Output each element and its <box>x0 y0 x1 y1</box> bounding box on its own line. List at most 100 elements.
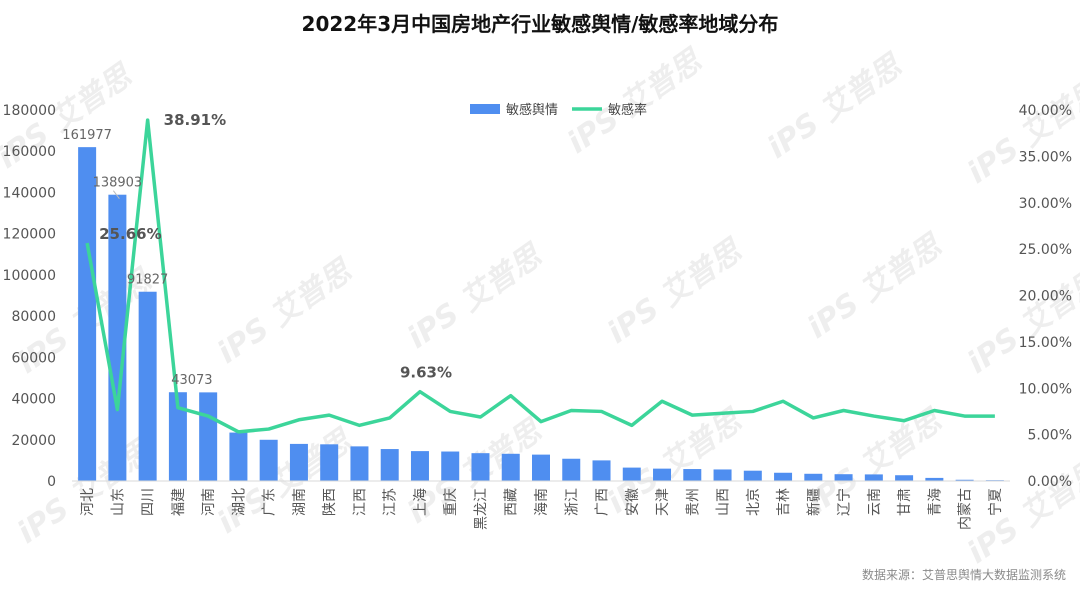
legend-bar-swatch <box>470 104 500 114</box>
bar-浙江 <box>562 458 581 481</box>
bar-云南 <box>864 474 883 481</box>
category-label: 青海 <box>927 488 943 516</box>
category-axis: 河北 山东 四川 福建 河南 湖北 广东 湖南 陕西 江西 江苏 上海 重庆 黑龙江 西藏 海南 浙江 广西 安徽天… <box>80 488 1004 530</box>
sensitivity-rate-line <box>85 118 995 434</box>
line-data-label: 9.63% <box>400 364 452 382</box>
source-note: 数据来源：艾普思舆情大数据监测系统 <box>861 568 1066 582</box>
right-axis: 0.00% 5.00% 10.00% 15.00% 20.00% 25.00% 30.00%… <box>1019 103 1072 490</box>
right-tick-label: 25.00% <box>1019 242 1072 258</box>
chart-title: 2022年3月中国房地产行业敏感舆情/敏感率地域分布 <box>301 12 779 36</box>
category-label: 西藏 <box>504 488 520 516</box>
left-tick-label: 0 <box>47 474 56 490</box>
category-label: 山东 <box>110 488 126 516</box>
legend-line-label: 敏感率 <box>608 102 647 118</box>
left-axis: 0 20000 40000 60000 80000 100000 120000 140000 1… <box>3 103 1010 490</box>
bar-湖北 <box>229 432 248 481</box>
line-series <box>85 118 995 434</box>
category-label: 内蒙古 <box>958 488 974 530</box>
right-tick-label: 30.00% <box>1019 196 1072 212</box>
left-tick-label: 100000 <box>3 268 56 284</box>
bar-贵州 <box>683 469 702 481</box>
category-label: 湖北 <box>231 488 247 516</box>
bar-青海 <box>925 477 944 481</box>
left-tick-label: 40000 <box>11 392 56 408</box>
category-label: 广东 <box>262 488 278 516</box>
bar-河南 <box>199 392 218 481</box>
bar-重庆 <box>441 451 460 481</box>
category-label: 安徽 <box>625 488 641 516</box>
watermark-7: iPS 艾普思 <box>601 232 750 351</box>
category-label: 上海 <box>413 488 429 516</box>
category-label: 重庆 <box>443 488 459 516</box>
label-leader-line <box>112 190 120 200</box>
category-label: 湖南 <box>292 488 308 516</box>
category-label: 宁夏 <box>987 488 1004 516</box>
category-label: 新疆 <box>806 488 822 516</box>
right-tick-label: 10.00% <box>1019 381 1072 397</box>
right-tick-label: 0.00% <box>1028 474 1072 490</box>
bar-天津 <box>653 468 672 481</box>
legend-bar-label: 敏感舆情 <box>506 102 558 118</box>
right-tick-label: 5.00% <box>1028 428 1072 444</box>
bar-江苏 <box>380 449 399 481</box>
bar-甘肃 <box>895 475 914 481</box>
bar-data-label: 138903 <box>93 176 143 191</box>
right-tick-label: 40.00% <box>1019 103 1072 119</box>
watermark-2: iPS 艾普思 <box>761 47 910 166</box>
bar-湖南 <box>289 443 308 481</box>
category-label: 河南 <box>201 488 217 516</box>
bar-四川 <box>138 291 157 481</box>
bar-福建 <box>168 392 187 481</box>
left-tick-label: 80000 <box>11 309 56 325</box>
category-label: 江西 <box>352 488 368 516</box>
bar-广西 <box>592 460 611 481</box>
category-label: 山西 <box>716 488 732 516</box>
legend: 敏感舆情 敏感率 <box>470 102 647 118</box>
left-tick-label: 140000 <box>3 185 56 201</box>
left-tick-label: 20000 <box>11 433 56 449</box>
right-tick-label: 35.00% <box>1019 149 1072 165</box>
watermark-1: iPS 艾普思 <box>561 42 710 161</box>
bar-上海 <box>410 451 429 481</box>
bar-河北 <box>78 147 97 481</box>
left-tick-label: 60000 <box>11 350 56 366</box>
bar-黑龙江 <box>471 453 490 481</box>
bar-陕西 <box>320 444 339 481</box>
bar-山西 <box>713 469 732 481</box>
category-label: 天津 <box>655 488 671 516</box>
data-labels: 161977 138903 91827 43073 38.91% 25.66% 9.63% <box>62 111 452 388</box>
bar-北京 <box>743 470 762 481</box>
bar-广东 <box>259 439 278 481</box>
category-label: 贵州 <box>685 488 701 516</box>
left-tick-label: 180000 <box>3 103 56 119</box>
bar-西藏 <box>501 453 520 481</box>
category-label: 广西 <box>595 488 611 516</box>
bar-data-label: 161977 <box>62 128 112 143</box>
watermark-5: iPS 艾普思 <box>211 252 360 371</box>
category-label: 江苏 <box>383 488 399 516</box>
line-data-label: 25.66% <box>99 225 161 243</box>
category-label: 甘肃 <box>897 488 913 516</box>
right-tick-label: 20.00% <box>1019 289 1072 305</box>
watermark-9: iPS 艾普思 <box>961 262 1080 381</box>
left-tick-label: 160000 <box>3 144 56 160</box>
category-label: 辽宁 <box>836 488 853 516</box>
category-label: 四川 <box>141 488 157 516</box>
bar-series <box>78 147 1004 481</box>
category-label: 黑龙江 <box>473 488 489 530</box>
category-label: 浙江 <box>564 488 580 516</box>
bar-data-label: 91827 <box>127 273 168 288</box>
bar-江西 <box>350 446 369 481</box>
line-data-label: 38.91% <box>164 111 226 129</box>
watermark-15: iPS 艾普思 <box>961 452 1080 571</box>
category-label: 北京 <box>746 488 762 516</box>
bar-新疆 <box>804 473 823 481</box>
watermark-8: iPS 艾普思 <box>801 227 950 346</box>
bar-辽宁 <box>834 474 853 481</box>
category-label: 河北 <box>80 488 96 516</box>
category-label: 海南 <box>534 488 550 516</box>
right-tick-label: 15.00% <box>1019 335 1072 351</box>
watermark-6: iPS 艾普思 <box>401 237 550 356</box>
